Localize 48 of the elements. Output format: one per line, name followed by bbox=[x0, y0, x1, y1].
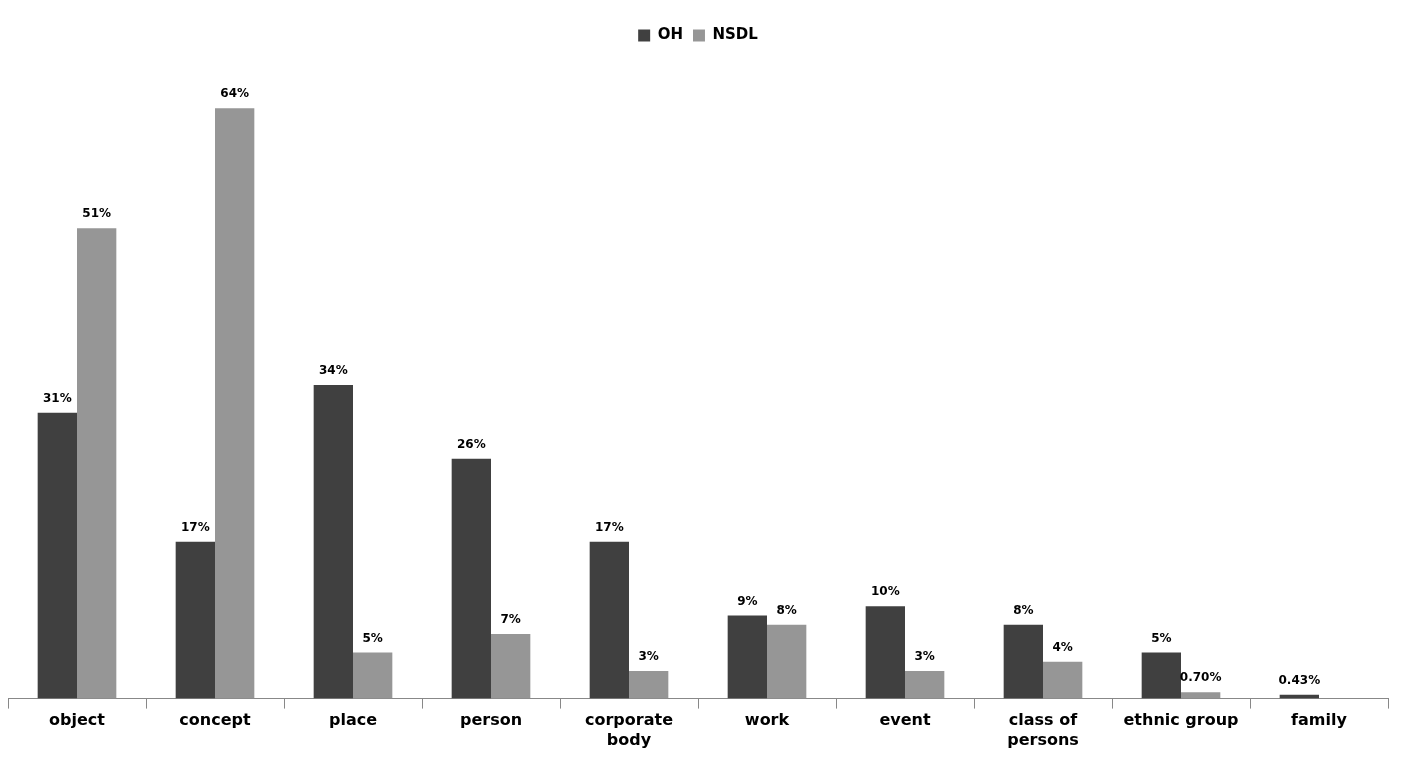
data-label: 4% bbox=[1052, 639, 1073, 654]
x-tick-label: concept bbox=[179, 710, 251, 730]
data-label: 5% bbox=[362, 630, 383, 645]
data-label: 3% bbox=[638, 649, 659, 664]
data-label: 0.43% bbox=[1278, 672, 1321, 687]
bar bbox=[727, 615, 767, 699]
bar bbox=[77, 228, 117, 699]
data-label: 34% bbox=[318, 363, 348, 378]
x-tick-label: object bbox=[49, 710, 106, 730]
x-tick-label: family bbox=[1291, 710, 1348, 730]
x-tick-label: person bbox=[459, 710, 523, 730]
data-label: 26% bbox=[456, 436, 486, 451]
data-label: 5% bbox=[1151, 630, 1172, 645]
bar bbox=[905, 670, 945, 699]
bar bbox=[1141, 652, 1181, 699]
legend-label: OH bbox=[657, 25, 683, 44]
x-tick-label: event bbox=[879, 710, 931, 730]
bar bbox=[313, 385, 353, 699]
bar bbox=[1003, 624, 1043, 699]
data-label: 7% bbox=[500, 612, 521, 627]
bar bbox=[215, 108, 255, 699]
x-tick-label: work bbox=[744, 710, 790, 730]
bar bbox=[1181, 692, 1221, 699]
legend-label: NSDL bbox=[712, 25, 759, 44]
bar bbox=[491, 634, 531, 699]
bar bbox=[451, 458, 491, 699]
bar bbox=[629, 670, 669, 699]
data-label: 8% bbox=[776, 602, 797, 617]
data-label: 9% bbox=[737, 593, 758, 608]
bar bbox=[37, 412, 77, 699]
data-label: 17% bbox=[594, 519, 624, 534]
x-tick-label: corporate body bbox=[585, 710, 674, 749]
data-label: 17% bbox=[180, 519, 210, 534]
bar bbox=[175, 541, 215, 699]
bar bbox=[353, 652, 393, 699]
x-tick-label: place bbox=[328, 710, 378, 730]
data-label: 10% bbox=[870, 584, 900, 599]
data-label: 64% bbox=[220, 86, 250, 101]
data-label: 3% bbox=[914, 649, 935, 664]
data-label: 51% bbox=[82, 206, 112, 221]
bar bbox=[589, 541, 629, 699]
bar bbox=[1043, 661, 1083, 699]
x-tick-label: class of persons bbox=[1007, 710, 1079, 749]
bar bbox=[865, 606, 905, 699]
bar bbox=[767, 624, 807, 699]
x-tick-label: ethnic group bbox=[1123, 710, 1239, 730]
data-label: 31% bbox=[42, 390, 72, 405]
data-label: 8% bbox=[1013, 602, 1034, 617]
